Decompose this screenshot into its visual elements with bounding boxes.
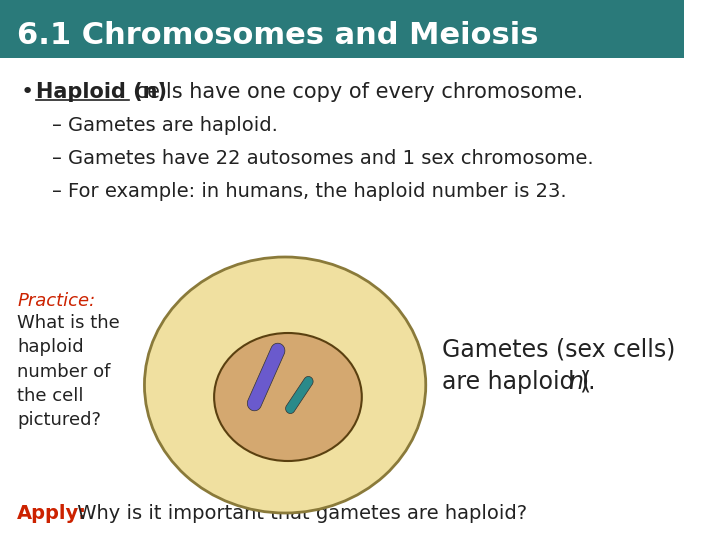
Text: –: – (53, 116, 62, 135)
Text: Why is it important that gametes are haploid?: Why is it important that gametes are hap… (71, 504, 528, 523)
Text: Haploid (n): Haploid (n) (36, 82, 167, 102)
Text: Practice:: Practice: (17, 292, 95, 310)
Text: ).: ). (579, 370, 595, 394)
Text: 6.1 Chromosomes and Meiosis: 6.1 Chromosomes and Meiosis (17, 22, 539, 51)
Bar (0, 0, 684, 58)
Ellipse shape (214, 333, 361, 461)
Polygon shape (248, 343, 285, 411)
Text: Apply:: Apply: (17, 504, 87, 523)
Text: What is the
haploid
number of
the cell
pictured?: What is the haploid number of the cell p… (17, 314, 120, 429)
Text: Gametes are haploid.: Gametes are haploid. (68, 116, 279, 135)
Text: Gametes have 22 autosomes and 1 sex chromosome.: Gametes have 22 autosomes and 1 sex chro… (68, 149, 594, 168)
Text: are haploid (: are haploid ( (442, 370, 591, 394)
Text: n: n (568, 370, 583, 394)
Ellipse shape (145, 257, 426, 513)
Text: –: – (53, 149, 62, 168)
Text: cells have one copy of every chromosome.: cells have one copy of every chromosome. (130, 82, 583, 102)
Text: Gametes (sex cells): Gametes (sex cells) (442, 338, 675, 362)
Text: –: – (53, 182, 62, 201)
Text: •: • (21, 82, 34, 102)
Text: For example: in humans, the haploid number is 23.: For example: in humans, the haploid numb… (68, 182, 567, 201)
Polygon shape (286, 376, 313, 414)
